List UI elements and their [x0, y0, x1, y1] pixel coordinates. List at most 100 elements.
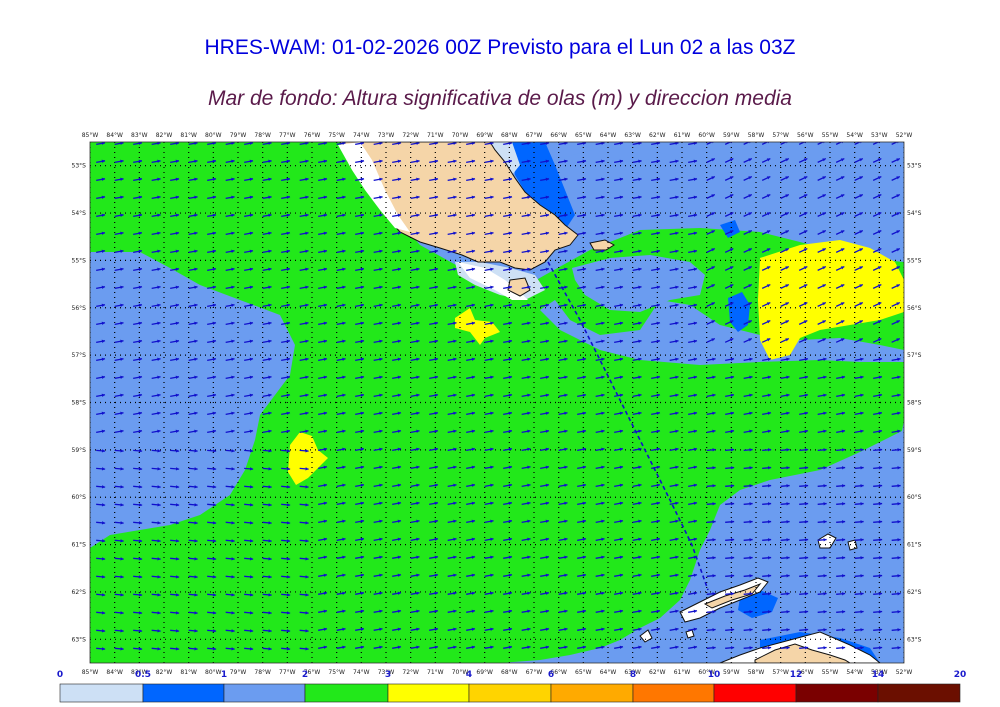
swell-arrow: [225, 177, 235, 182]
swell-arrow: [799, 484, 809, 488]
swell-arrow: [558, 249, 568, 253]
lon-tick-bottom: 52°W: [896, 669, 913, 676]
swell-arrow: [743, 229, 753, 235]
swell-arrow: [447, 142, 457, 146]
swell-arrow: [817, 265, 827, 271]
lat-tick-right: 57°S: [907, 352, 922, 359]
swell-arrow: [151, 195, 161, 200]
swell-arrow: [355, 142, 365, 146]
swell-arrow: [835, 175, 845, 181]
swell-arrow: [632, 537, 642, 541]
swell-arrow: [355, 609, 365, 613]
swell-arrow: [558, 375, 568, 379]
swell-arrow: [133, 575, 143, 579]
swell-arrow: [872, 301, 882, 307]
swell-arrow: [466, 519, 476, 523]
swell-arrow: [577, 393, 587, 397]
swell-arrow: [244, 629, 254, 633]
swell-arrow: [761, 301, 771, 307]
swell-arrow: [521, 591, 531, 595]
swell-arrow: [244, 557, 254, 561]
swell-arrow: [706, 538, 716, 542]
swell-arrow: [669, 501, 679, 505]
swell-arrow: [540, 375, 550, 379]
swell-arrow: [133, 249, 143, 253]
swell-arrow: [540, 357, 550, 361]
swell-arrow: [373, 645, 383, 649]
lon-tick-top: 54°W: [846, 132, 863, 139]
swell-arrow: [429, 195, 439, 200]
swell-arrow: [336, 645, 346, 649]
lat-lon-grid: [90, 142, 904, 663]
lon-tick-bottom: 54°W: [846, 669, 863, 676]
swell-arrow: [743, 247, 753, 253]
swell-arrow: [96, 557, 106, 561]
swell-arrow: [780, 375, 790, 379]
swell-arrow: [281, 557, 291, 561]
swell-arrow: [373, 177, 383, 182]
swell-arrow: [244, 539, 254, 543]
swell-arrow: [614, 447, 624, 451]
swell-arrow: [614, 177, 624, 182]
swell-arrow: [355, 303, 365, 307]
swell-arrow: [614, 249, 624, 253]
swell-arrow: [225, 593, 235, 597]
swell-arrow: [669, 555, 679, 559]
lon-tick-top: 52°W: [896, 132, 913, 139]
swell-arrow: [873, 610, 883, 614]
swell-arrow: [225, 159, 235, 164]
colorbar-label: 0.5: [135, 670, 151, 680]
swell-arrow: [318, 447, 328, 451]
swell-arrow: [207, 177, 217, 182]
swell-arrow: [188, 503, 198, 507]
swell-arrow: [669, 159, 679, 164]
swell-arrow: [780, 538, 790, 542]
lon-tick-top: 80°W: [205, 132, 222, 139]
swell-arrow: [392, 627, 402, 631]
swell-arrow: [817, 375, 827, 379]
swell-arrow: [595, 591, 605, 595]
swell-arrow: [207, 267, 217, 271]
swell-arrow: [299, 375, 309, 379]
swell-arrow: [891, 448, 901, 452]
swell-arrow: [484, 465, 494, 469]
swell-arrow: [669, 231, 679, 235]
swell-arrow: [336, 429, 346, 433]
swell-arrow: [706, 229, 716, 235]
lon-tick-top: 74°W: [353, 132, 370, 139]
swell-arrow: [577, 231, 587, 235]
swell-arrow: [521, 159, 531, 164]
swell-arrow: [151, 375, 161, 379]
swell-arrow: [688, 447, 698, 451]
swell-arrow: [96, 647, 106, 651]
lat-tick-right: 59°S: [907, 447, 922, 454]
swell-arrow: [799, 357, 809, 361]
swell-arrow: [484, 429, 494, 433]
swell-arrow: [503, 465, 513, 469]
swell-arrow: [577, 465, 587, 469]
swell-arrow: [373, 411, 383, 415]
swell-arrow: [373, 303, 383, 307]
swell-arrow: [281, 231, 291, 235]
swell-arrow: [114, 303, 124, 307]
swell-arrow: [614, 285, 624, 289]
swell-arrow: [373, 285, 383, 289]
swell-arrow: [225, 647, 235, 651]
swell-arrow: [410, 465, 420, 469]
swell-arrow: [262, 485, 272, 489]
swell-arrow: [724, 229, 734, 235]
swell-arrow: [225, 231, 235, 235]
swell-arrow: [780, 556, 790, 560]
colorbar-label: 8: [630, 670, 636, 680]
swell-arrow: [891, 175, 901, 181]
swell-arrow: [706, 466, 716, 470]
map-subtitle: Mar de fondo: Altura significativa de ol…: [208, 87, 792, 110]
swell-arrow: [318, 609, 328, 613]
swell-arrow: [651, 429, 661, 433]
swell-arrow: [281, 321, 291, 325]
swell-arrow: [761, 229, 771, 235]
swell-arrow: [170, 159, 180, 164]
swell-arrow: [96, 411, 106, 415]
lat-tick-right: 63°S: [907, 636, 922, 643]
swell-arrow: [188, 285, 198, 289]
